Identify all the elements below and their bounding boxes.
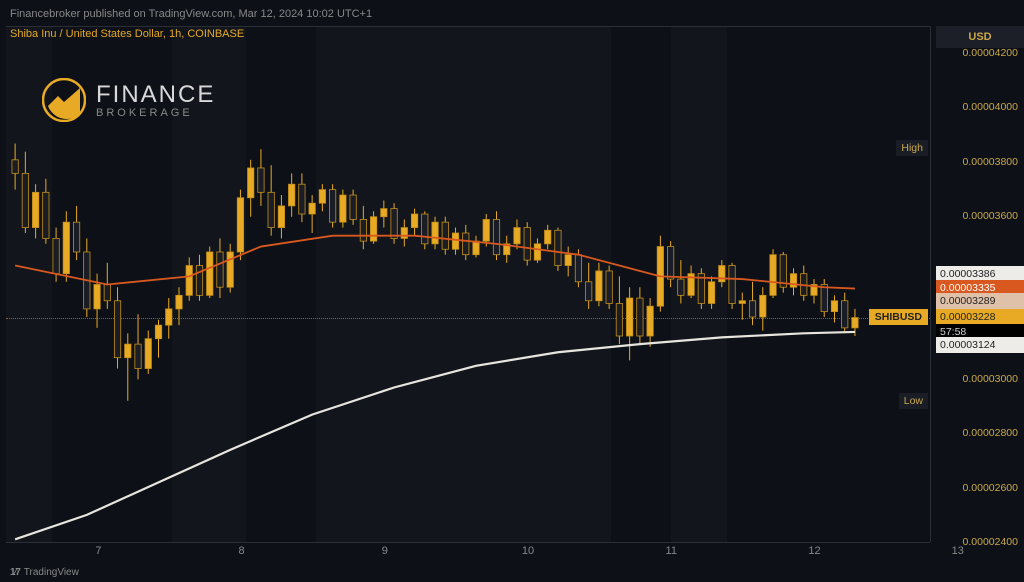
y-axis: USD 0.00004200 0.00004000 0.00003800 0.0000…	[930, 26, 1024, 542]
x-tick: 9	[382, 545, 388, 557]
footer-text: TradingView	[24, 567, 79, 578]
y-tick: 0.00004200	[963, 47, 1018, 59]
x-tick: 8	[239, 545, 245, 557]
y-tick: 0.00002400	[963, 536, 1018, 548]
shibusd-label: SHIBUSD	[869, 309, 928, 325]
x-tick: 11	[666, 545, 677, 557]
tradingview-icon: 1⁄7	[10, 567, 20, 578]
y-tick: 0.00003000	[963, 373, 1018, 385]
low-label: Low	[899, 393, 928, 409]
y-tick: 0.00003800	[963, 156, 1018, 168]
usd-tab[interactable]: USD	[936, 26, 1024, 48]
price-tag: 0.00003124	[936, 337, 1024, 353]
x-tick: 10	[522, 545, 534, 557]
y-tick: 0.00004000	[963, 101, 1018, 113]
x-tick: 12	[808, 545, 820, 557]
x-axis: 78910111213	[6, 542, 930, 562]
y-tick: 0.00002600	[963, 482, 1018, 494]
publisher-line: Financebroker published on TradingView.c…	[10, 8, 372, 20]
x-tick: 7	[95, 545, 101, 557]
y-tick: 0.00002800	[963, 427, 1018, 439]
x-tick: 13	[952, 545, 964, 557]
price-tag: 0.00003228	[936, 309, 1024, 325]
price-tag: 0.00003289	[936, 293, 1024, 309]
high-label: High	[896, 140, 928, 156]
footer: 1⁄7 TradingView	[10, 567, 79, 578]
chart-area[interactable]	[6, 26, 930, 542]
candlestick-svg	[6, 27, 930, 542]
y-tick: 0.00003600	[963, 210, 1018, 222]
